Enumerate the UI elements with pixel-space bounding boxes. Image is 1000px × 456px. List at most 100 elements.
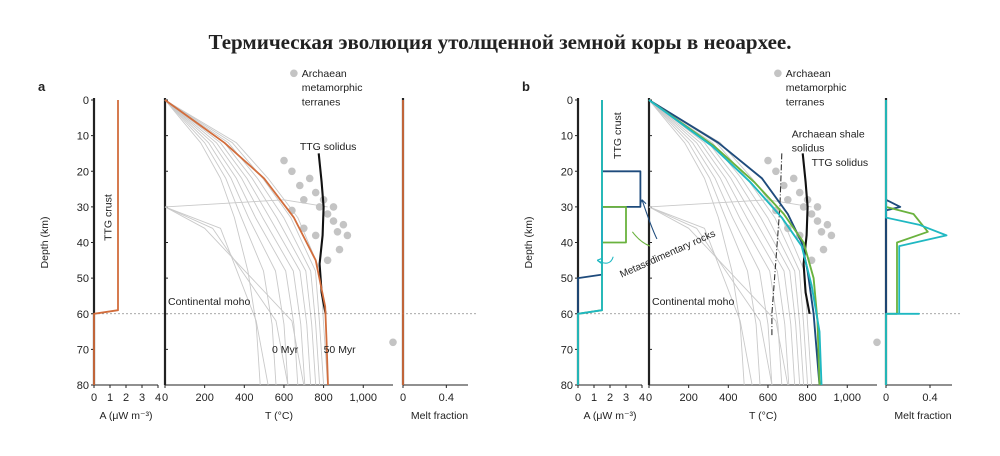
heat-x-tick-label: 2 bbox=[607, 392, 613, 404]
temp-x-tick-label: 800 bbox=[798, 392, 816, 404]
heat-x-tick-label: 4 bbox=[155, 392, 161, 404]
geotherm-line bbox=[648, 99, 813, 386]
terrane-point bbox=[784, 196, 792, 204]
geotherm-line bbox=[648, 99, 783, 386]
ttg-solidus-label-b: TTG solidus bbox=[812, 157, 869, 169]
moho-label-a: Continental moho bbox=[168, 296, 250, 308]
moho-label-b: Continental moho bbox=[652, 296, 734, 308]
y-tick-label: 20 bbox=[77, 166, 89, 178]
heat-line-cyan bbox=[577, 100, 603, 385]
arrow-head-cyan bbox=[596, 257, 603, 264]
temp-x-tick-label: 600 bbox=[759, 392, 777, 404]
terrane-point bbox=[305, 174, 314, 183]
terrane-point bbox=[819, 245, 828, 254]
shale-solidus-line bbox=[771, 153, 783, 336]
y-tick-label: 80 bbox=[77, 380, 89, 392]
geotherm-line bbox=[648, 99, 773, 386]
terrane-point bbox=[335, 245, 344, 254]
y-tick-label: 80 bbox=[561, 380, 573, 392]
heat-x-tick-label: 1 bbox=[591, 392, 597, 404]
terrane-point bbox=[799, 203, 808, 211]
geotherm-line bbox=[164, 99, 329, 386]
geotherm-line bbox=[648, 206, 773, 386]
geotherm-line bbox=[648, 206, 789, 386]
y-axis-label-a: Depth (km) bbox=[39, 217, 51, 269]
geotherm-line bbox=[164, 206, 269, 386]
legend-text-line2: metamorphic bbox=[302, 82, 363, 94]
heat-x-axis-label-a: A (μW m⁻³) bbox=[100, 410, 153, 422]
ttg-crust-label-b: TTG crust bbox=[612, 112, 624, 159]
y-tick-label: 70 bbox=[77, 344, 89, 356]
heat-x-tick-label: 1 bbox=[107, 392, 113, 404]
melt-line-cyan bbox=[885, 100, 948, 385]
ttg-crust-label-a: TTG crust bbox=[103, 194, 115, 241]
geotherm-line bbox=[164, 99, 277, 386]
temp-x-tick-label: 0 bbox=[162, 392, 168, 404]
terrane-point bbox=[827, 231, 836, 240]
ttg-solidus-label-a: TTG solidus bbox=[300, 141, 357, 153]
temp-x-tick-label: 0 bbox=[646, 392, 652, 404]
geotherm-line bbox=[164, 99, 321, 386]
legend-point-a bbox=[290, 69, 298, 78]
heat-x-tick-label: 3 bbox=[139, 392, 145, 404]
heat-line-orange bbox=[93, 100, 119, 385]
geotherm-cyan bbox=[648, 99, 823, 386]
y-tick-label: 30 bbox=[77, 202, 89, 214]
geotherm-line bbox=[164, 206, 305, 386]
terrane-point bbox=[764, 156, 772, 165]
y-tick-label: 60 bbox=[77, 309, 89, 321]
geotherm-line bbox=[648, 99, 761, 386]
legend-text-line3: terranes bbox=[786, 96, 825, 108]
terrane-point bbox=[780, 181, 788, 190]
temp-x-tick-label: 200 bbox=[679, 392, 697, 404]
shale-solidus-label-line1: Archaean shale bbox=[792, 128, 865, 140]
temp-x-tick-label: 800 bbox=[314, 392, 332, 404]
temp-x-axis-label-a: T (°C) bbox=[265, 410, 293, 422]
y-tick-label: 0 bbox=[83, 95, 89, 107]
y-tick-label: 60 bbox=[561, 309, 573, 321]
terrane-point bbox=[311, 231, 320, 240]
arrow-navy bbox=[641, 199, 658, 240]
y-tick-label: 10 bbox=[77, 131, 89, 143]
y-tick-label: 40 bbox=[561, 238, 573, 250]
heat-x-tick-label: 0 bbox=[575, 392, 581, 404]
geotherm-line bbox=[164, 99, 289, 386]
geotherm-line bbox=[164, 206, 289, 386]
geotherm-line bbox=[164, 99, 325, 386]
terrane-point bbox=[795, 188, 804, 197]
panel-letter-b: b bbox=[522, 79, 530, 94]
melt-x-tick-label: 0 bbox=[883, 392, 889, 404]
metasedimentary-label: Metasedimentary rocks bbox=[618, 228, 717, 280]
terrane-point bbox=[339, 220, 348, 229]
y-axis-label-b: Depth (km) bbox=[523, 217, 535, 269]
temp-x-tick-label: 400 bbox=[235, 392, 253, 404]
terrane-point bbox=[823, 220, 832, 229]
temp-x-tick-label: 400 bbox=[719, 392, 737, 404]
terrane-point bbox=[813, 203, 822, 211]
heat-x-tick-label: 0 bbox=[91, 392, 97, 404]
melt-x-axis-label-a: Melt fraction bbox=[411, 410, 468, 422]
geotherm-line bbox=[648, 99, 745, 386]
terrane-point bbox=[329, 217, 338, 225]
temp-x-tick-label: 600 bbox=[275, 392, 293, 404]
terrane-point bbox=[333, 228, 342, 236]
terrane-point bbox=[789, 174, 798, 183]
geotherm-line bbox=[164, 99, 299, 386]
time-label-50myr: 50 Myr bbox=[324, 344, 357, 356]
geotherm-line bbox=[164, 99, 306, 386]
terrane-point bbox=[300, 224, 308, 233]
temp-x-tick-label: 1,000 bbox=[833, 392, 861, 404]
legend-text-line3: terranes bbox=[302, 96, 341, 108]
terrane-point bbox=[817, 228, 826, 236]
y-tick-label: 70 bbox=[561, 344, 573, 356]
heat-x-tick-label: 4 bbox=[639, 392, 645, 404]
terrane-point bbox=[296, 181, 304, 190]
legend-point-b bbox=[774, 69, 782, 78]
geotherm-line bbox=[164, 99, 261, 386]
y-tick-label: 20 bbox=[561, 166, 573, 178]
temp-x-tick-label: 1,000 bbox=[349, 392, 377, 404]
terrane-point bbox=[300, 196, 308, 204]
melt-x-tick-label: 0.4 bbox=[439, 392, 454, 404]
melt-x-tick-label: 0 bbox=[400, 392, 406, 404]
